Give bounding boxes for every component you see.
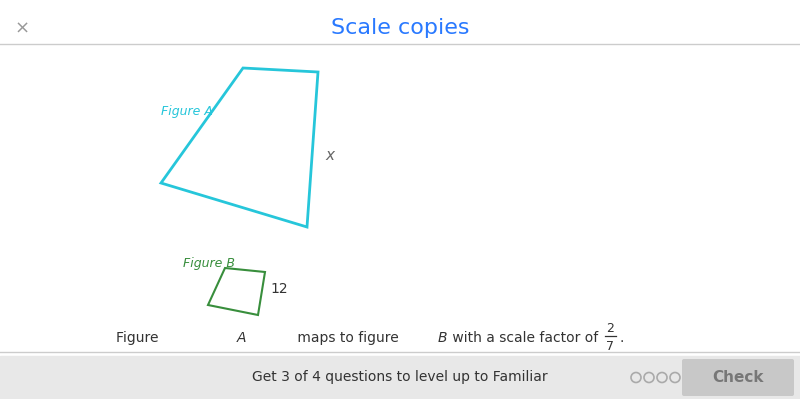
- Text: .: .: [619, 331, 623, 345]
- Text: 2: 2: [606, 322, 614, 336]
- Text: ×: ×: [15, 20, 30, 38]
- Text: with a scale factor of: with a scale factor of: [448, 331, 603, 345]
- Text: B: B: [438, 331, 446, 345]
- Text: A: A: [237, 331, 246, 345]
- Text: Check: Check: [712, 370, 764, 385]
- Text: Get 3 of 4 questions to level up to Familiar: Get 3 of 4 questions to level up to Fami…: [252, 371, 548, 385]
- Text: Scale copies: Scale copies: [330, 18, 470, 38]
- Text: x: x: [325, 148, 334, 162]
- Text: maps to figure: maps to figure: [293, 331, 403, 345]
- FancyBboxPatch shape: [682, 359, 794, 396]
- Text: Figure: Figure: [116, 331, 163, 345]
- Text: Figure B: Figure B: [183, 257, 235, 269]
- Bar: [0, 356, 800, 399]
- Text: 7: 7: [606, 340, 614, 352]
- Text: 12: 12: [270, 282, 288, 296]
- Text: Figure A: Figure A: [161, 105, 213, 119]
